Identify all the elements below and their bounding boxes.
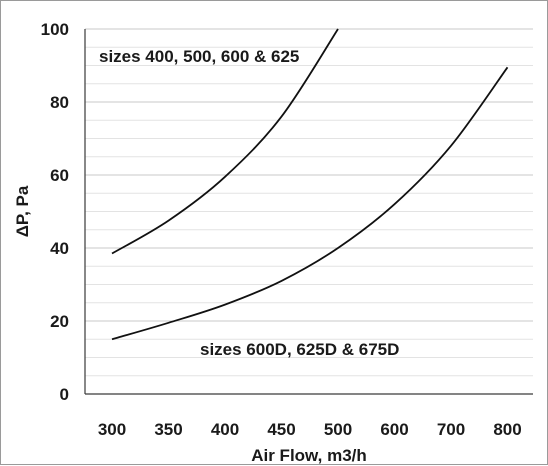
x-tick-label: 300 <box>98 420 126 439</box>
series-curve-upper <box>111 28 339 255</box>
y-tick-label: 100 <box>41 20 69 39</box>
x-tick-labels: 300 350 400 450 500 600 700 800 <box>98 420 522 439</box>
series-annotation-lower: sizes 600D, 625D & 675D <box>200 340 399 359</box>
y-tick-labels: 0 20 40 60 80 100 <box>41 20 69 404</box>
series-curve-lower <box>111 66 509 341</box>
y-tick-label: 0 <box>60 385 69 404</box>
gridlines <box>85 28 533 377</box>
x-tick-label: 450 <box>267 420 295 439</box>
curves <box>111 28 509 341</box>
y-tick-label: 80 <box>50 93 69 112</box>
x-tick-label: 700 <box>437 420 465 439</box>
x-tick-label: 400 <box>211 420 239 439</box>
x-tick-label: 600 <box>380 420 408 439</box>
y-tick-label: 60 <box>50 166 69 185</box>
y-tick-label: 40 <box>50 239 69 258</box>
x-tick-label: 350 <box>154 420 182 439</box>
y-tick-label: 20 <box>50 312 69 331</box>
x-axis-title: Air Flow, m3/h <box>251 446 367 465</box>
y-axis-title: ΔP, Pa <box>13 185 32 237</box>
x-tick-label: 500 <box>324 420 352 439</box>
x-tick-label: 800 <box>493 420 521 439</box>
axes <box>84 29 533 395</box>
series-annotation-upper: sizes 400, 500, 600 & 625 <box>99 47 299 66</box>
